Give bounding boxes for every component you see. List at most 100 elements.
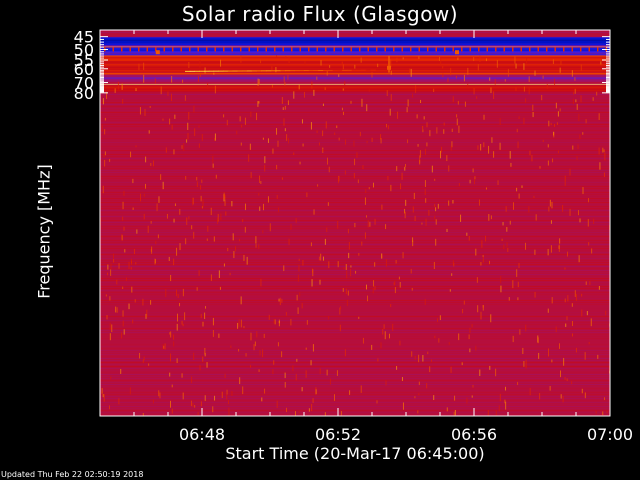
texture-dash [504,399,506,404]
texture-line [100,240,610,241]
burst-segment [199,70,205,72]
texture-dash [534,292,536,298]
texture-dash [110,263,112,269]
texture-dash [366,140,368,144]
texture-dash [506,227,508,232]
periodic-mark [163,47,165,52]
texture-dash [389,108,391,116]
texture-dash [557,111,559,117]
texture-dash [116,307,118,313]
texture-dash [368,89,370,92]
texture-dash [345,264,347,270]
texture-line [100,54,610,55]
texture-line [100,268,610,269]
texture-line [100,138,610,139]
texture-dash [224,199,226,206]
texture-dash [365,188,367,193]
texture-dash [361,98,363,107]
periodic-mark [350,47,352,52]
periodic-mark [478,47,480,52]
burst-segment [218,70,224,72]
texture-line [100,182,610,183]
texture-line [100,232,610,233]
texture-dash [572,145,574,150]
texture-dash [472,168,474,173]
texture-line [100,326,610,327]
texture-dash [230,345,232,349]
texture-dash [582,187,584,195]
texture-dash [183,143,185,151]
texture-dash [382,329,384,335]
texture-dash [350,268,352,277]
texture-line [100,384,610,385]
texture-line [100,42,610,43]
texture-line [100,178,610,179]
texture-line [100,152,610,153]
texture-dash [101,125,103,132]
texture-dash [259,206,261,211]
texture-dash [213,72,215,75]
texture-line [100,116,610,117]
texture-dash [325,121,327,129]
texture-dash [512,335,514,343]
frequency-band [100,84,610,86]
texture-dash [429,366,431,373]
texture-dash [362,337,364,344]
texture-dash [411,287,413,291]
periodic-mark [452,47,454,52]
texture-dash [257,78,259,86]
texture-line [100,392,610,393]
texture-dash [496,60,498,68]
texture-dash [376,400,378,404]
texture-dash [595,410,597,414]
texture-dash [412,237,414,242]
texture-dash [480,311,482,320]
texture-dash [319,279,321,285]
texture-dash [144,108,146,116]
texture-dash [457,100,459,105]
periodic-mark [401,47,403,52]
texture-dash [212,330,214,337]
texture-dash [165,288,167,297]
texture-dash [197,75,199,82]
texture-dash [551,359,553,363]
texture-line [100,118,610,119]
texture-dash [387,176,389,181]
texture-dash [260,59,262,64]
burst-segment [275,70,281,72]
texture-dash [402,252,404,259]
texture-dash [157,234,159,239]
texture-dash [564,175,566,181]
texture-dash [231,391,233,397]
texture-dash [560,394,562,399]
texture-dash [400,183,402,190]
texture-dash [344,139,346,145]
texture-dash [259,175,261,184]
texture-dash [472,384,474,388]
periodic-mark [265,47,267,52]
texture-dash [155,240,157,245]
texture-line [100,190,610,191]
texture-dash [258,369,260,372]
texture-line [100,300,610,301]
texture-line [100,400,610,401]
texture-dash [434,204,436,207]
texture-dash [150,221,152,224]
texture-dash [199,59,201,68]
texture-dash [433,261,435,270]
texture-dash [109,296,111,301]
texture-dash [377,358,379,362]
y-tick-label: 70 [74,74,94,93]
texture-dash [573,91,575,95]
texture-dash [366,104,368,112]
texture-dash [603,149,605,153]
texture-dash [198,143,200,148]
texture-dash [525,242,527,250]
texture-dash [283,118,285,126]
burst-segment [280,70,286,72]
texture-dash [548,206,550,212]
texture-dash [360,57,362,63]
texture-dash [223,192,225,199]
texture-dash [414,396,416,399]
